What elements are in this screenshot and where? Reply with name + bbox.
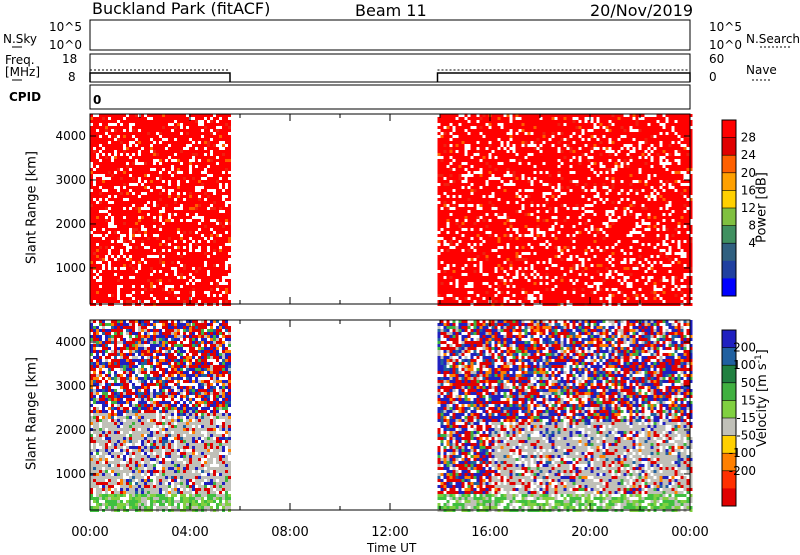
- velocity-ytick-label-0: 4000: [55, 335, 86, 349]
- power-colorbar-swatch-5: [722, 208, 736, 226]
- x-tick-label-5: 20:00: [571, 525, 608, 540]
- velocity-colorbar-tick-5: -50: [736, 429, 756, 443]
- cpid-panel-frame: [90, 85, 690, 109]
- power-colorbar-tick-6: 4: [748, 236, 756, 250]
- power-colorbar-swatch-9: [722, 278, 736, 296]
- power-colorbar-tick-0: 28: [741, 131, 756, 145]
- power-colorbar-tick-2: 20: [741, 166, 756, 180]
- power-colorbar-tick-3: 16: [741, 183, 756, 197]
- power-heatmap: [90, 114, 693, 306]
- velocity-ytick-label-1: 3000: [55, 379, 86, 393]
- x-tick-label-4: 16:00: [471, 525, 508, 540]
- power-colorbar-swatch-8: [722, 261, 736, 279]
- velocity-colorbar-tick-4: -15: [736, 411, 756, 425]
- velocity-colorbar-tick-6: -100: [729, 446, 756, 460]
- power-ytick-label-3: 1000: [55, 261, 86, 275]
- power-colorbar-swatch-1: [722, 138, 736, 156]
- velocity-colorbar-tick-3: 15: [741, 393, 756, 407]
- freq-panel-frame: [90, 54, 690, 82]
- noise-panel-frame: [90, 20, 690, 50]
- power-colorbar-tick-4: 12: [741, 201, 756, 215]
- velocity-colorbar-swatch-3: [722, 383, 736, 401]
- power-colorbar-swatch-3: [722, 173, 736, 191]
- power-colorbar-tick-5: 8: [748, 219, 756, 233]
- velocity-colorbar-swatch-5: [722, 418, 736, 436]
- power-ytick-label-2: 2000: [55, 217, 86, 231]
- x-tick-label-1: 04:00: [171, 525, 208, 540]
- power-colorbar-tick-1: 24: [741, 148, 756, 162]
- velocity-heatmap: [90, 320, 693, 512]
- x-tick-label-2: 08:00: [271, 525, 308, 540]
- x-tick-label-6: 00:00: [671, 525, 708, 540]
- velocity-colorbar-swatch-4: [722, 400, 736, 418]
- power-colorbar-swatch-0: [722, 120, 736, 138]
- power-ytick-label-1: 3000: [55, 173, 86, 187]
- x-tick-label-0: 00:00: [71, 525, 108, 540]
- velocity-colorbar-tick-1: 100: [733, 358, 756, 372]
- power-colorbar-swatch-4: [722, 190, 736, 208]
- velocity-ytick-label-2: 2000: [55, 423, 86, 437]
- power-colorbar-swatch-6: [722, 226, 736, 244]
- freq-trace-0: [90, 73, 230, 82]
- velocity-colorbar-tick-2: 50: [741, 376, 756, 390]
- velocity-colorbar-tick-7: -200: [729, 464, 756, 478]
- power-ytick-label-0: 4000: [55, 129, 86, 143]
- velocity-colorbar-tick-0: 200: [733, 341, 756, 355]
- velocity-colorbar-swatch-9: [722, 488, 736, 506]
- freq-trace-1: [438, 73, 691, 82]
- power-colorbar-swatch-7: [722, 243, 736, 261]
- x-tick-label-3: 12:00: [371, 525, 408, 540]
- power-colorbar-swatch-2: [722, 155, 736, 173]
- velocity-ytick-label-3: 1000: [55, 467, 86, 481]
